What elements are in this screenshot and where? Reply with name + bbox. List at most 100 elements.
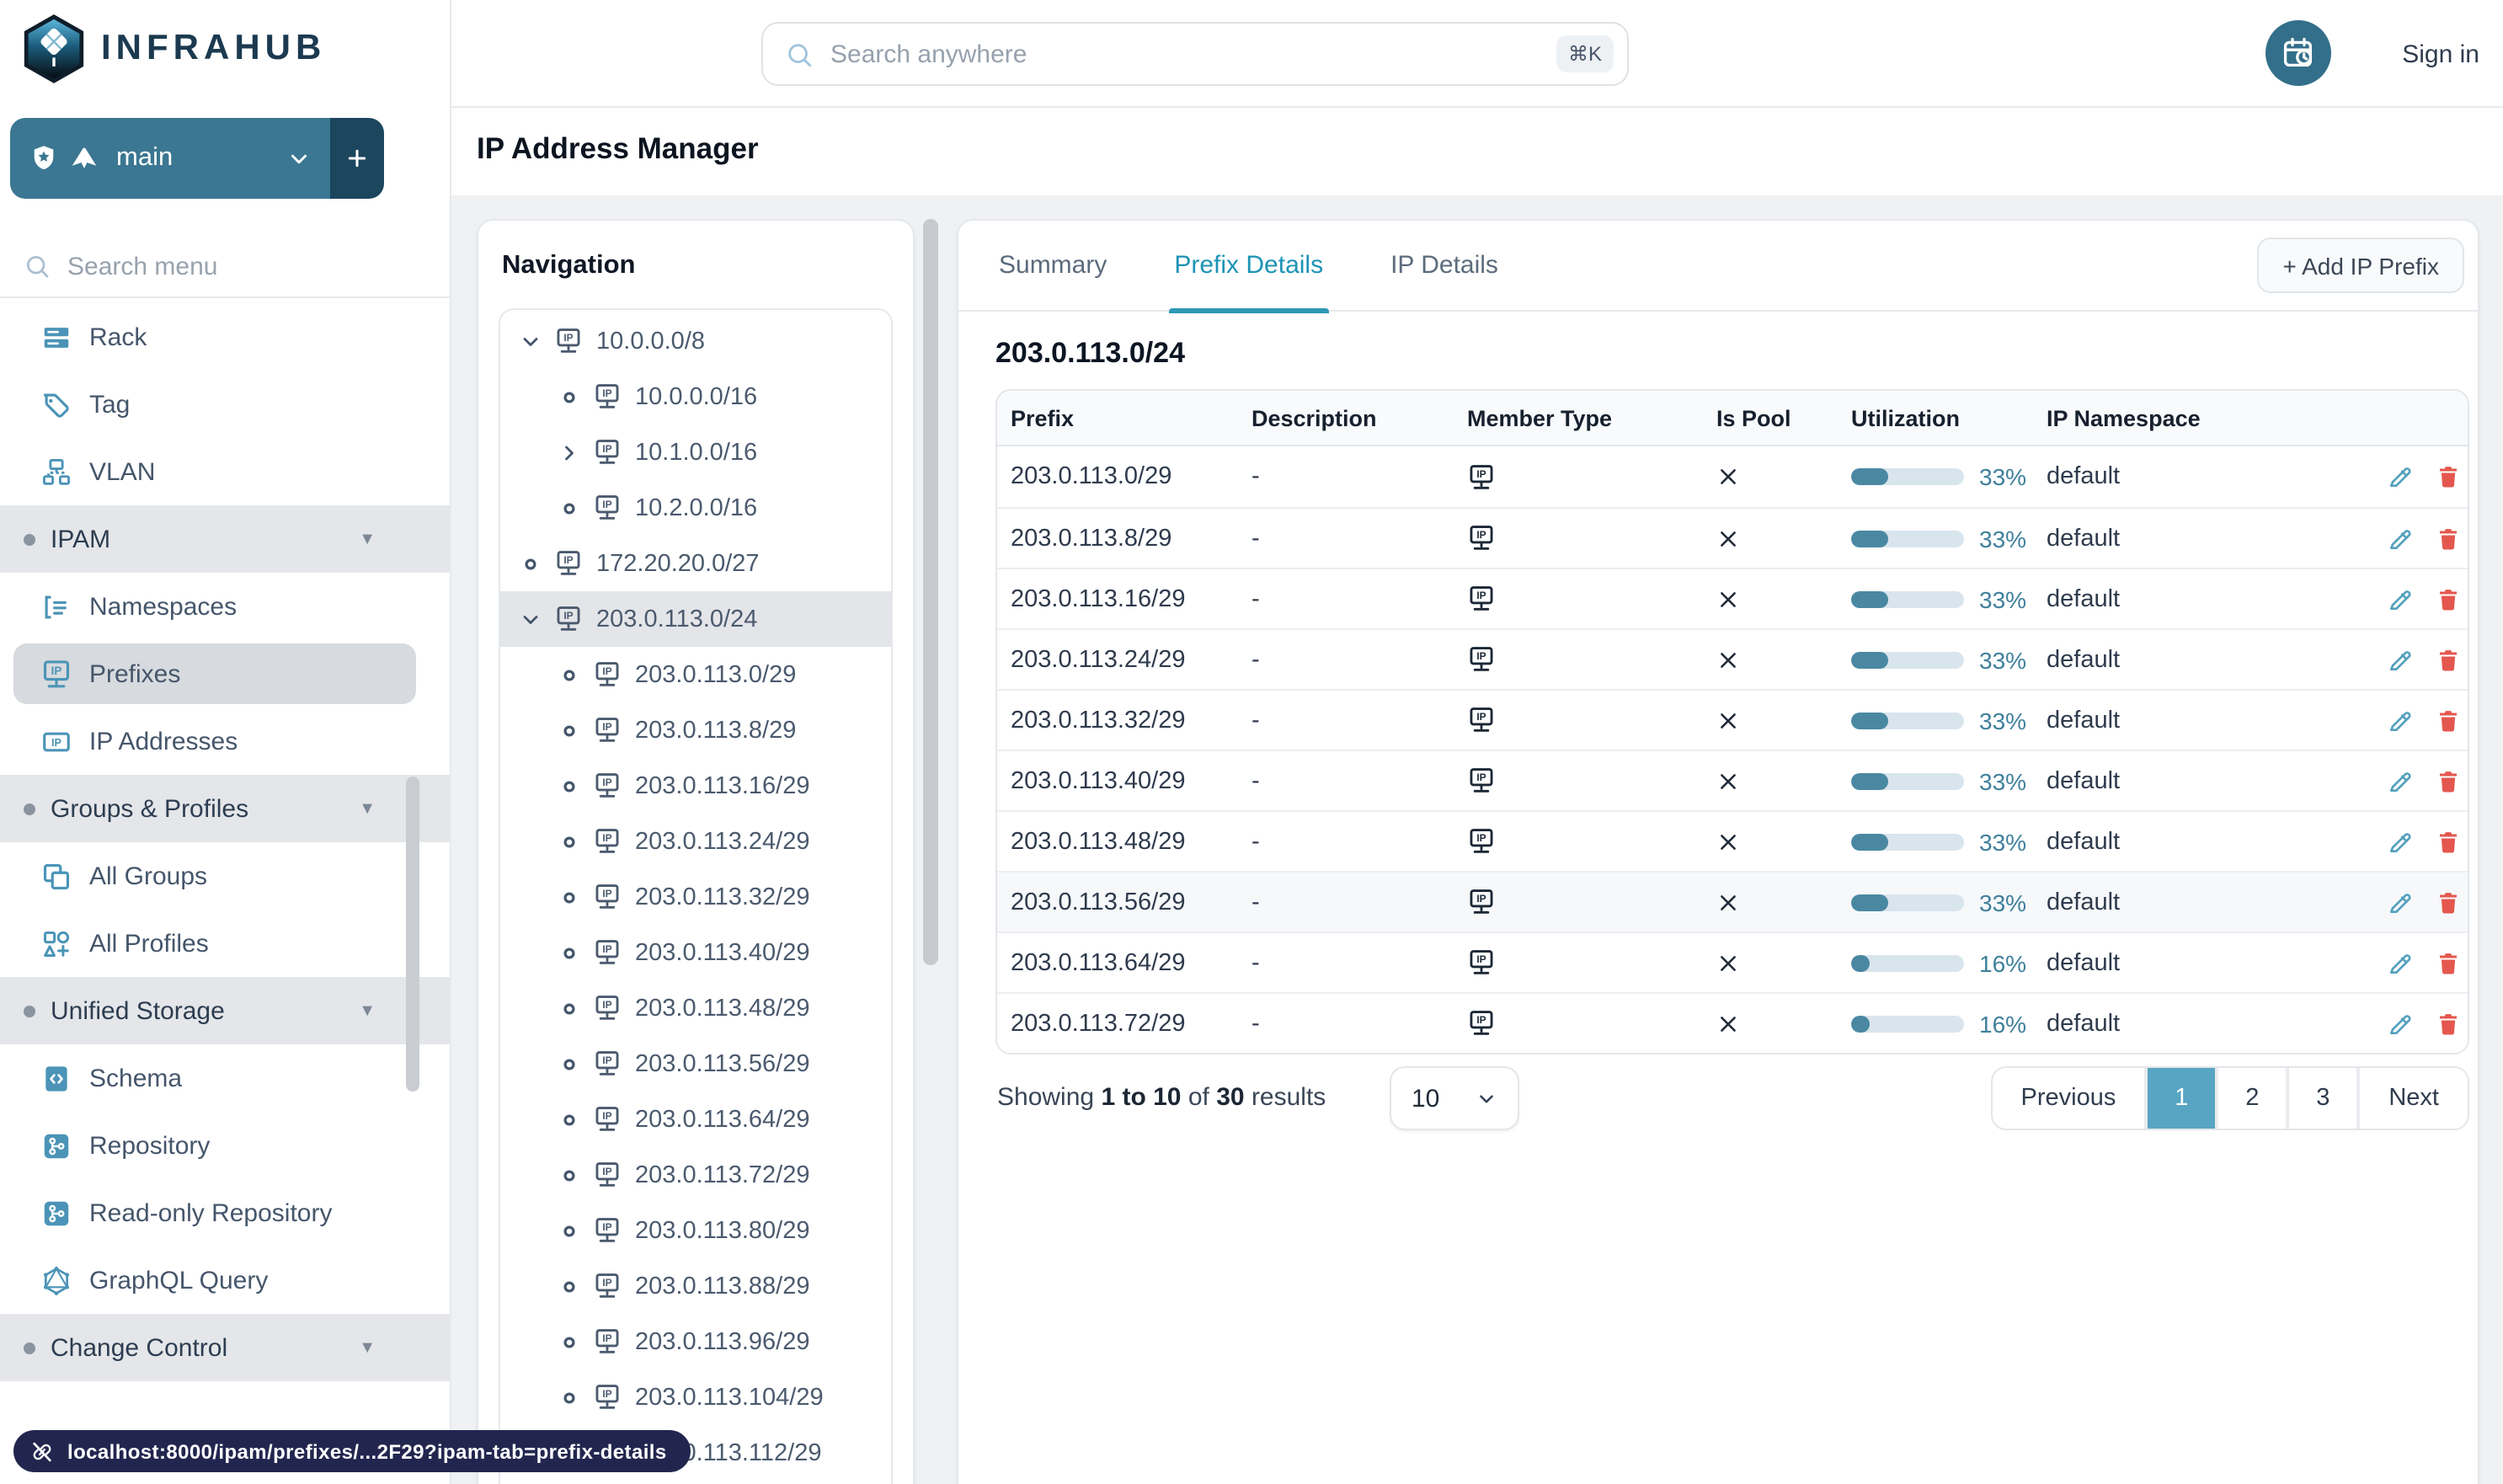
cell-prefix[interactable]: 203.0.113.64/29	[1011, 949, 1186, 976]
tree-item[interactable]: 203.0.113.120/29	[500, 1481, 891, 1484]
delete-icon[interactable]	[2436, 525, 2461, 552]
previous-page-button[interactable]: Previous	[1992, 1068, 2145, 1129]
table-row-hovered[interactable]: 203.0.113.56/29 - 33% default	[997, 871, 2468, 932]
delete-icon[interactable]	[2436, 463, 2461, 490]
sidebar-item-rack[interactable]: Rack	[0, 303, 450, 371]
tab-ip-details[interactable]: IP Details	[1390, 220, 1498, 311]
edit-icon[interactable]	[2387, 646, 2414, 673]
sidebar-item-ip-addresses[interactable]: IP Addresses	[0, 707, 450, 775]
tree-item[interactable]: 172.20.20.0/27	[500, 536, 891, 591]
branch-selector[interactable]: main	[10, 118, 384, 199]
tree-item[interactable]: 203.0.113.8/29	[500, 702, 891, 758]
delete-icon[interactable]	[2436, 949, 2461, 976]
add-ip-prefix-button[interactable]: + Add IP Prefix	[2257, 238, 2464, 293]
add-branch-button[interactable]	[330, 118, 384, 199]
delete-icon[interactable]	[2436, 707, 2461, 734]
edit-icon[interactable]	[2387, 525, 2414, 552]
edit-icon[interactable]	[2387, 1010, 2414, 1037]
sidebar-item-graphql-query[interactable]: GraphQL Query	[0, 1246, 450, 1314]
table-row[interactable]: 203.0.113.40/29 - 33% default	[997, 750, 2468, 810]
edit-icon[interactable]	[2387, 889, 2414, 915]
sidebar-section-unified-storage[interactable]: Unified Storage ▼	[0, 977, 450, 1044]
tree-item[interactable]: 203.0.113.64/29	[500, 1092, 891, 1147]
cell-prefix[interactable]: 203.0.113.16/29	[1011, 585, 1186, 612]
tree-item[interactable]: 203.0.113.24/29	[500, 814, 891, 869]
page-button-2[interactable]: 2	[2218, 1068, 2287, 1129]
cell-prefix[interactable]: 203.0.113.40/29	[1011, 767, 1186, 794]
sidebar-section-change-control[interactable]: Change Control ▼	[0, 1314, 450, 1381]
sidebar-item-all-profiles[interactable]: All Profiles	[0, 910, 450, 977]
table-row[interactable]: 203.0.113.48/29 - 33% default	[997, 810, 2468, 871]
cell-prefix[interactable]: 203.0.113.24/29	[1011, 646, 1186, 673]
time-travel-button[interactable]	[2266, 20, 2331, 86]
tree-item[interactable]: 10.0.0.0/16	[500, 369, 891, 424]
cell-prefix[interactable]: 203.0.113.8/29	[1011, 525, 1172, 552]
table-row[interactable]: 203.0.113.64/29 - 16% default	[997, 932, 2468, 992]
cell-prefix[interactable]: 203.0.113.32/29	[1011, 707, 1186, 734]
sidebar-item-all-groups[interactable]: All Groups	[0, 842, 450, 910]
next-page-button[interactable]: Next	[2360, 1068, 2468, 1129]
sidebar-scrollbar[interactable]	[406, 777, 419, 1092]
global-search-input[interactable]: Search anywhere ⌘K	[761, 22, 1629, 86]
menu-search-input[interactable]: Search menu	[0, 236, 450, 296]
tree-item[interactable]: 203.0.113.72/29	[500, 1147, 891, 1203]
delete-icon[interactable]	[2436, 646, 2461, 673]
branch-selector-main[interactable]: main	[10, 118, 330, 199]
sidebar-item-schema[interactable]: Schema	[0, 1044, 450, 1112]
edit-icon[interactable]	[2387, 707, 2414, 734]
tree-item[interactable]: 203.0.113.56/29	[500, 1036, 891, 1092]
table-row[interactable]: 203.0.113.24/29 - 33% default	[997, 628, 2468, 689]
delete-icon[interactable]	[2436, 767, 2461, 794]
chevron-down-icon[interactable]	[519, 607, 542, 631]
tree-item-selected[interactable]: 203.0.113.0/24	[500, 591, 891, 647]
page-button-3[interactable]: 3	[2289, 1068, 2357, 1129]
tree-item[interactable]: 10.0.0.0/8	[500, 313, 891, 369]
sidebar-item-readonly-repository[interactable]: Read-only Repository	[0, 1179, 450, 1246]
tree-item[interactable]: 203.0.113.40/29	[500, 925, 891, 980]
cell-prefix[interactable]: 203.0.113.0/29	[1011, 463, 1172, 490]
tree-item[interactable]: 203.0.113.32/29	[500, 869, 891, 925]
chevron-down-icon[interactable]	[519, 329, 542, 353]
sidebar-section-groups-profiles[interactable]: Groups & Profiles ▼	[0, 775, 450, 842]
chevron-right-icon[interactable]	[558, 440, 581, 464]
table-row[interactable]: 203.0.113.8/29 - 33% default	[997, 507, 2468, 568]
delete-icon[interactable]	[2436, 828, 2461, 855]
tree-item[interactable]: 203.0.113.88/29	[500, 1258, 891, 1314]
tree-item[interactable]: 203.0.113.96/29	[500, 1314, 891, 1369]
edit-icon[interactable]	[2387, 463, 2414, 490]
cell-prefix[interactable]: 203.0.113.72/29	[1011, 1010, 1186, 1037]
delete-icon[interactable]	[2436, 585, 2461, 612]
delete-icon[interactable]	[2436, 889, 2461, 915]
tree-item[interactable]: 203.0.113.104/29	[500, 1369, 891, 1425]
table-row[interactable]: 203.0.113.72/29 - 16% default	[997, 992, 2468, 1053]
sign-in-button[interactable]: Sign in	[2402, 0, 2479, 108]
navigation-scrollbar[interactable]	[923, 219, 938, 965]
edit-icon[interactable]	[2387, 949, 2414, 976]
table-row[interactable]: 203.0.113.16/29 - 33% default	[997, 568, 2468, 628]
tree-item[interactable]: 203.0.113.80/29	[500, 1203, 891, 1258]
tree-item[interactable]: 10.1.0.0/16	[500, 424, 891, 480]
edit-icon[interactable]	[2387, 585, 2414, 612]
tree-item[interactable]: 203.0.113.0/29	[500, 647, 891, 702]
tree-item[interactable]: 10.2.0.0/16	[500, 480, 891, 536]
tab-summary[interactable]: Summary	[999, 220, 1107, 311]
cell-prefix[interactable]: 203.0.113.56/29	[1011, 889, 1186, 915]
sidebar-item-vlan[interactable]: VLAN	[0, 438, 450, 505]
tree-item[interactable]: 203.0.113.48/29	[500, 980, 891, 1036]
sidebar-item-prefixes[interactable]: Prefixes	[0, 640, 450, 707]
page-size-select[interactable]: 10	[1390, 1066, 1519, 1130]
tab-prefix-details[interactable]: Prefix Details	[1169, 220, 1329, 312]
table-row[interactable]: 203.0.113.0/29 - 33% default	[997, 446, 2468, 507]
sidebar-section-ipam[interactable]: IPAM ▼	[0, 505, 450, 573]
table-row[interactable]: 203.0.113.32/29 - 33% default	[997, 689, 2468, 750]
sidebar-item-repository[interactable]: Repository	[0, 1112, 450, 1179]
edit-icon[interactable]	[2387, 828, 2414, 855]
delete-icon[interactable]	[2436, 1010, 2461, 1037]
tree-item[interactable]: 203.0.113.16/29	[500, 758, 891, 814]
cell-prefix[interactable]: 203.0.113.48/29	[1011, 828, 1186, 855]
sidebar-item-tag[interactable]: Tag	[0, 371, 450, 438]
sidebar-item-namespaces[interactable]: Namespaces	[0, 573, 450, 640]
page-button-1[interactable]: 1	[2148, 1068, 2216, 1129]
edit-icon[interactable]	[2387, 767, 2414, 794]
infrahub-logo[interactable]: INFRAHUB	[22, 13, 326, 84]
